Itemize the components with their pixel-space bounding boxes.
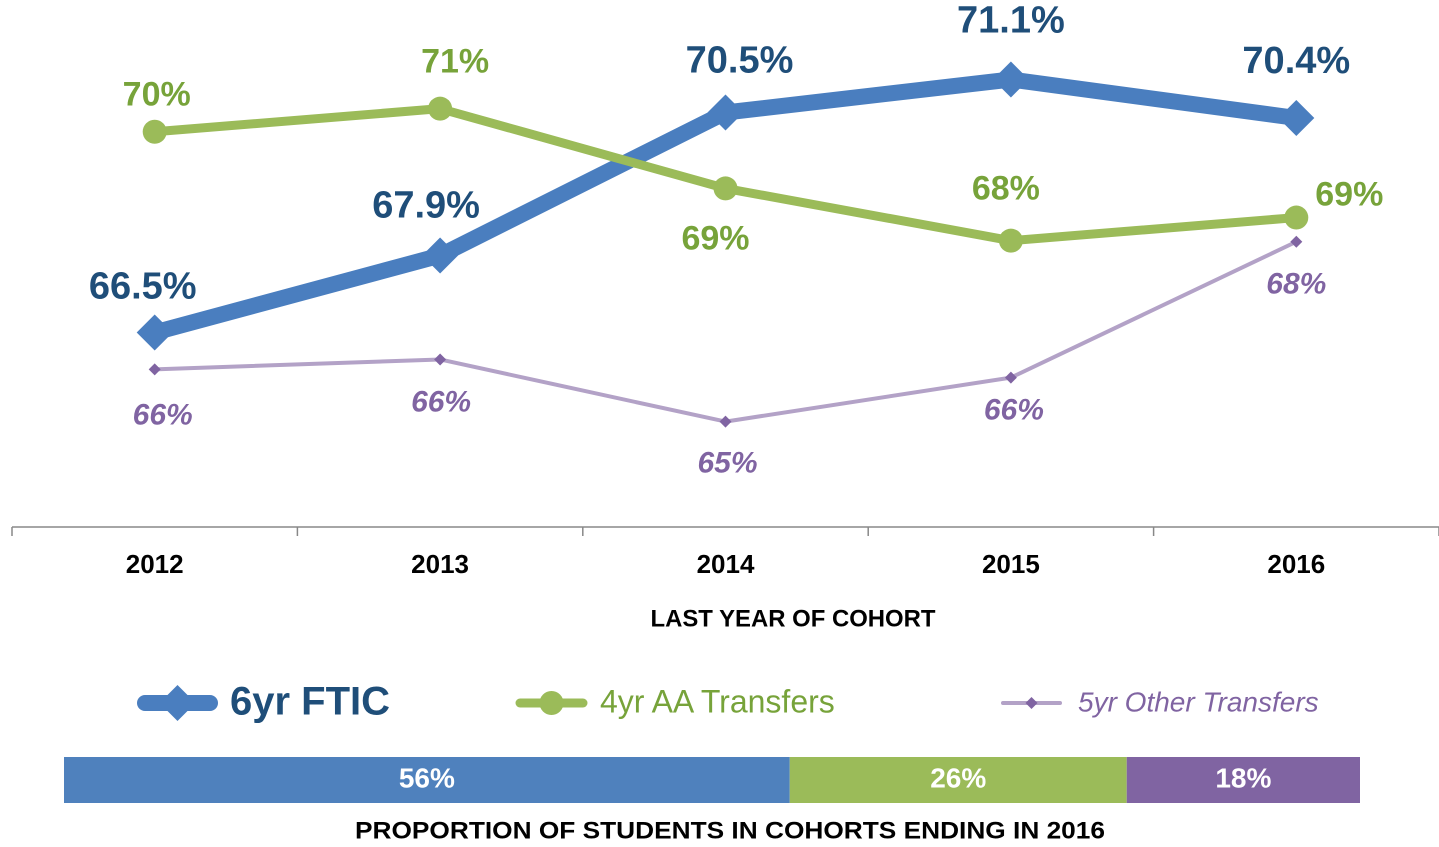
segment-label: 26% — [930, 762, 986, 793]
value-label: 66% — [984, 394, 1044, 427]
segment-label: 18% — [1215, 762, 1271, 793]
value-label: 70.4% — [1242, 40, 1350, 82]
marker — [1284, 205, 1309, 230]
bar-segment — [789, 757, 1127, 803]
marker — [148, 363, 161, 376]
value-label: 68% — [1266, 268, 1326, 301]
value-label: 69% — [1315, 176, 1383, 214]
bar-title: PROPORTION OF STUDENTS IN COHORTS ENDING… — [355, 817, 1105, 844]
value-label: 70.5% — [686, 40, 794, 82]
x-tick-label: 2016 — [1267, 549, 1325, 579]
value-label: 65% — [697, 447, 757, 480]
value-label: 71.1% — [957, 0, 1065, 42]
marker — [1004, 371, 1017, 384]
x-tick-label: 2013 — [411, 549, 469, 579]
marker — [1290, 235, 1303, 248]
value-label: 71% — [421, 43, 489, 81]
marker — [707, 94, 744, 131]
value-label: 67.9% — [372, 185, 480, 227]
marker — [434, 353, 447, 366]
legend-marker — [539, 691, 564, 715]
bar-segment — [64, 757, 790, 803]
series-line — [154, 239, 1298, 424]
segment-label: 56% — [399, 762, 455, 793]
value-label: 66% — [411, 385, 471, 418]
legend-label: 5yr Other Transfers — [1078, 686, 1319, 717]
bar-segment — [1126, 757, 1360, 803]
value-label: 69% — [681, 219, 749, 257]
value-label: 68% — [972, 170, 1040, 208]
marker — [719, 415, 732, 428]
marker — [422, 237, 459, 274]
marker — [713, 176, 738, 201]
legend-marker — [1025, 697, 1038, 709]
x-tick-label: 2015 — [982, 549, 1040, 579]
x-axis-label: LAST YEAR OF COHORT — [651, 605, 936, 632]
x-tick-label: 2012 — [126, 549, 184, 579]
marker — [992, 61, 1029, 98]
marker — [1278, 100, 1315, 136]
x-tick-label: 2014 — [697, 549, 755, 579]
marker — [998, 228, 1023, 253]
value-label: 66% — [133, 398, 193, 431]
value-label: 66.5% — [89, 266, 197, 308]
legend-marker — [159, 685, 196, 721]
marker — [428, 96, 453, 121]
marker — [142, 119, 167, 144]
marker — [136, 314, 173, 351]
legend-label: 6yr FTIC — [230, 680, 390, 724]
legend-label: 4yr AA Transfers — [600, 683, 835, 719]
value-label: 70% — [123, 76, 191, 114]
